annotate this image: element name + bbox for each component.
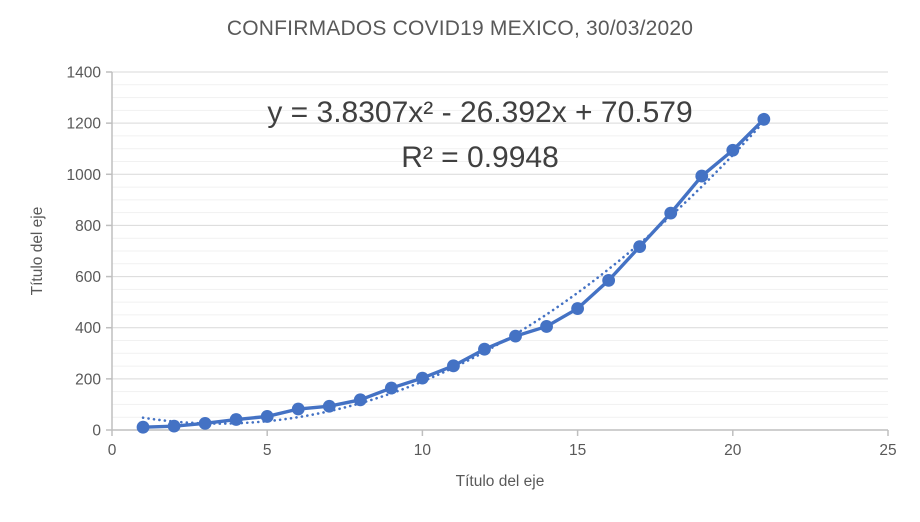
data-point-marker xyxy=(198,416,212,430)
data-point-marker xyxy=(167,419,181,433)
chart-title: CONFIRMADOS COVID19 MEXICO, 30/03/2020 xyxy=(226,17,694,40)
x-axis-tick-label: 20 xyxy=(724,442,742,459)
data-point-marker xyxy=(726,143,740,157)
data-point-marker xyxy=(757,112,771,126)
y-axis-tick-label: 1000 xyxy=(67,167,102,184)
y-axis-tick-label: 0 xyxy=(92,423,101,440)
y-axis-tick-label: 600 xyxy=(75,269,101,286)
data-point-marker xyxy=(416,371,429,385)
x-axis-tick-label: 10 xyxy=(414,442,432,459)
data-point-marker xyxy=(571,302,584,315)
y-axis-tick-label: 1400 xyxy=(67,65,102,82)
data-point-marker xyxy=(664,206,678,220)
y-axis-tick-label: 400 xyxy=(75,320,101,337)
data-point-marker xyxy=(540,320,553,333)
data-point-marker xyxy=(478,342,491,356)
data-point-marker xyxy=(322,399,336,413)
data-point-marker xyxy=(229,413,243,426)
data-point-marker xyxy=(260,410,274,423)
data-point-marker xyxy=(447,359,460,373)
x-axis-tick-label: 5 xyxy=(263,442,272,459)
x-axis-title: Título del eje xyxy=(455,473,545,490)
data-point-marker xyxy=(353,393,367,407)
data-point-marker xyxy=(602,274,616,287)
x-axis-tick-label: 15 xyxy=(569,442,586,459)
data-series-line xyxy=(141,117,766,429)
y-axis-tick-label: 800 xyxy=(75,218,101,235)
data-point-marker xyxy=(136,420,150,434)
data-point-marker xyxy=(291,402,305,416)
data-point-marker xyxy=(695,169,709,183)
x-axis-tick-label: 25 xyxy=(879,442,896,459)
y-axis-title: Título del eje xyxy=(29,206,46,296)
x-axis-tick-label: 0 xyxy=(108,442,117,459)
data-point-marker xyxy=(384,381,398,395)
data-point-marker xyxy=(633,240,647,254)
data-point-marker xyxy=(509,329,522,343)
y-axis-tick-label: 1200 xyxy=(67,116,102,133)
trendline xyxy=(141,120,766,425)
y-axis-tick-label: 200 xyxy=(75,371,101,388)
